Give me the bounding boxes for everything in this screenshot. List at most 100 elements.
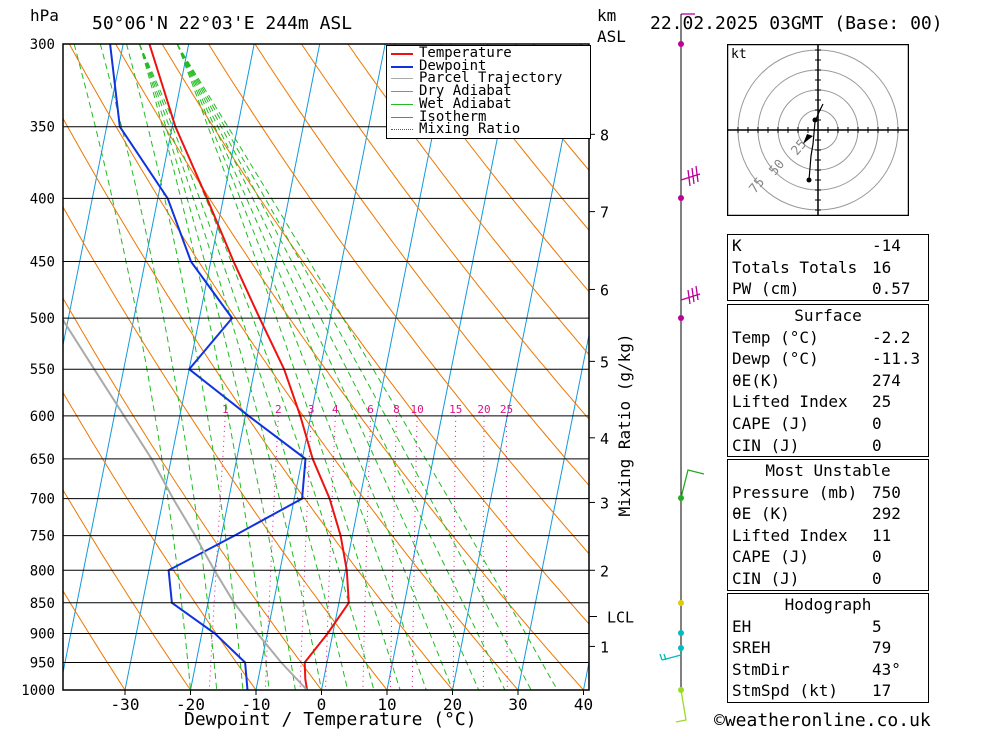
parameter-label: Totals Totals <box>732 257 858 277</box>
dry-adiabat-line <box>440 44 589 231</box>
mixing-ratio-value-label: 6 <box>367 403 374 416</box>
pressure-tick-label: 550 <box>30 362 55 378</box>
parameter-label: EH <box>732 616 752 636</box>
parameter-value: 292 <box>872 504 901 524</box>
isotherm-line <box>321 44 452 690</box>
temperature-line <box>148 44 350 690</box>
hodograph-panel-title: Hodograph <box>784 595 872 614</box>
parameter-label: Pressure (mb) <box>732 482 858 502</box>
parameter-row: EH 5 <box>728 616 928 638</box>
parameter-value: 25 <box>872 392 892 412</box>
plot-frame <box>62 43 590 691</box>
parameter-row: θE (K) 292 <box>728 503 928 525</box>
legend-label: Isotherm <box>419 108 487 125</box>
wet-adiabat-line <box>139 44 322 690</box>
parameter-value: 0 <box>872 435 882 455</box>
isotherm-line <box>255 44 386 690</box>
parameter-label: StmSpd (kt) <box>732 681 838 701</box>
parameter-value: -2.2 <box>872 327 911 347</box>
km-tick-label: 4 <box>600 430 609 448</box>
parameter-label: PW (cm) <box>732 279 800 299</box>
surface-title: Surface <box>794 306 862 325</box>
pressure-tick-label: 500 <box>30 311 55 327</box>
x-tick-label: -10 <box>242 695 271 714</box>
x-tick-label: -20 <box>176 695 205 714</box>
parameter-row: PW (cm) 0.57 <box>728 278 928 300</box>
parameter-value: 0 <box>872 547 882 567</box>
pressure-tick-label: 1000 <box>21 683 55 699</box>
km-tick-label: 7 <box>600 204 609 222</box>
legend-label: Wet Adiabat <box>419 95 512 112</box>
wind-barb <box>659 653 682 661</box>
mixing-ratio-value-label: 3 <box>308 403 315 416</box>
legend-swatch <box>391 103 413 105</box>
parameter-value: 5 <box>872 616 882 636</box>
pressure-tick-label: 900 <box>30 626 55 642</box>
pressure-tick-label: 800 <box>30 563 55 579</box>
wind-level-dot <box>678 195 684 201</box>
isotherm-line <box>452 44 583 690</box>
dry-adiabat-line <box>208 44 589 555</box>
dewpoint-line <box>109 44 307 690</box>
parameter-row: Lifted Index 25 <box>728 391 928 413</box>
wet-adiabat-line <box>138 44 375 690</box>
parameter-value: -14 <box>872 236 901 255</box>
parameter-row: StmDir 43° <box>728 659 928 681</box>
wind-barb <box>675 689 687 723</box>
dry-adiabat-line <box>63 489 191 690</box>
km-label: km <box>597 6 617 25</box>
legend-swatch <box>391 129 413 131</box>
parameter-row: CIN (J) 0 <box>728 435 928 457</box>
pressure-tick-label: 650 <box>30 452 55 468</box>
km-tick-label: 3 <box>600 494 609 512</box>
parameter-value: 750 <box>872 482 901 502</box>
wind-level-dot <box>678 645 684 651</box>
hodograph-point <box>812 117 818 123</box>
parameter-label: StmDir <box>732 659 790 679</box>
x-tick-label: 40 <box>574 695 593 714</box>
wet-adiabat-line <box>176 44 506 690</box>
km-tick-label: 1 <box>600 638 609 656</box>
isotherm-line <box>190 44 321 690</box>
surface-panel: Surface Temp (°C) -2.2 Dewp (°C) -11.3 θE(K)… <box>727 304 929 458</box>
x-tick-label: 20 <box>443 695 462 714</box>
parameter-row: CAPE (J) 0 <box>728 546 928 568</box>
mixing-ratio-value-label: 20 <box>477 403 490 416</box>
copyright-link[interactable]: ©weatheronline.co.uk <box>714 710 931 731</box>
dry-adiabat-line <box>63 205 388 690</box>
km-tick-label: 6 <box>600 281 609 299</box>
mixing-ratio-line <box>362 415 372 690</box>
parameter-value: 0 <box>872 568 882 588</box>
parameter-value: 0.57 <box>872 279 911 299</box>
km-tick-label: 2 <box>600 562 609 580</box>
parameter-value: 16 <box>872 257 892 277</box>
parameter-label: Dewp (°C) <box>732 349 819 369</box>
legend-label: Dewpoint <box>419 57 487 74</box>
wet-adiabat-line <box>176 44 401 690</box>
hodograph-trace <box>808 103 824 181</box>
hodograph-unit-label: kt <box>731 47 747 62</box>
parameter-value: 43° <box>872 659 901 679</box>
wind-level-dot <box>678 41 684 47</box>
parameter-label: K <box>732 236 742 255</box>
wind-level-dot <box>678 630 684 636</box>
parameter-label: θE (K) <box>732 504 790 524</box>
parameter-label: CIN (J) <box>732 435 800 455</box>
wind-barb <box>680 165 701 187</box>
dry-adiabat-line <box>63 590 126 690</box>
x-tick-label: 0 <box>317 695 327 714</box>
isotherm-line <box>63 44 190 676</box>
wet-adiabat-line <box>176 44 480 690</box>
lcl-label: LCL <box>607 609 634 627</box>
mixing-ratio-value-label: 10 <box>410 403 423 416</box>
mixing-ratio-axis-label: Mixing Ratio (g/kg) <box>615 333 634 516</box>
parameter-value: 17 <box>872 681 892 701</box>
hodograph-point <box>806 177 812 183</box>
wet-adiabat-line <box>176 44 427 690</box>
legend-swatch <box>391 65 413 68</box>
mixing-ratio-value-label: 2 <box>275 403 282 416</box>
x-tick-label: 10 <box>377 695 396 714</box>
parameter-value: 274 <box>872 370 901 390</box>
asl-label: ASL <box>597 27 626 46</box>
